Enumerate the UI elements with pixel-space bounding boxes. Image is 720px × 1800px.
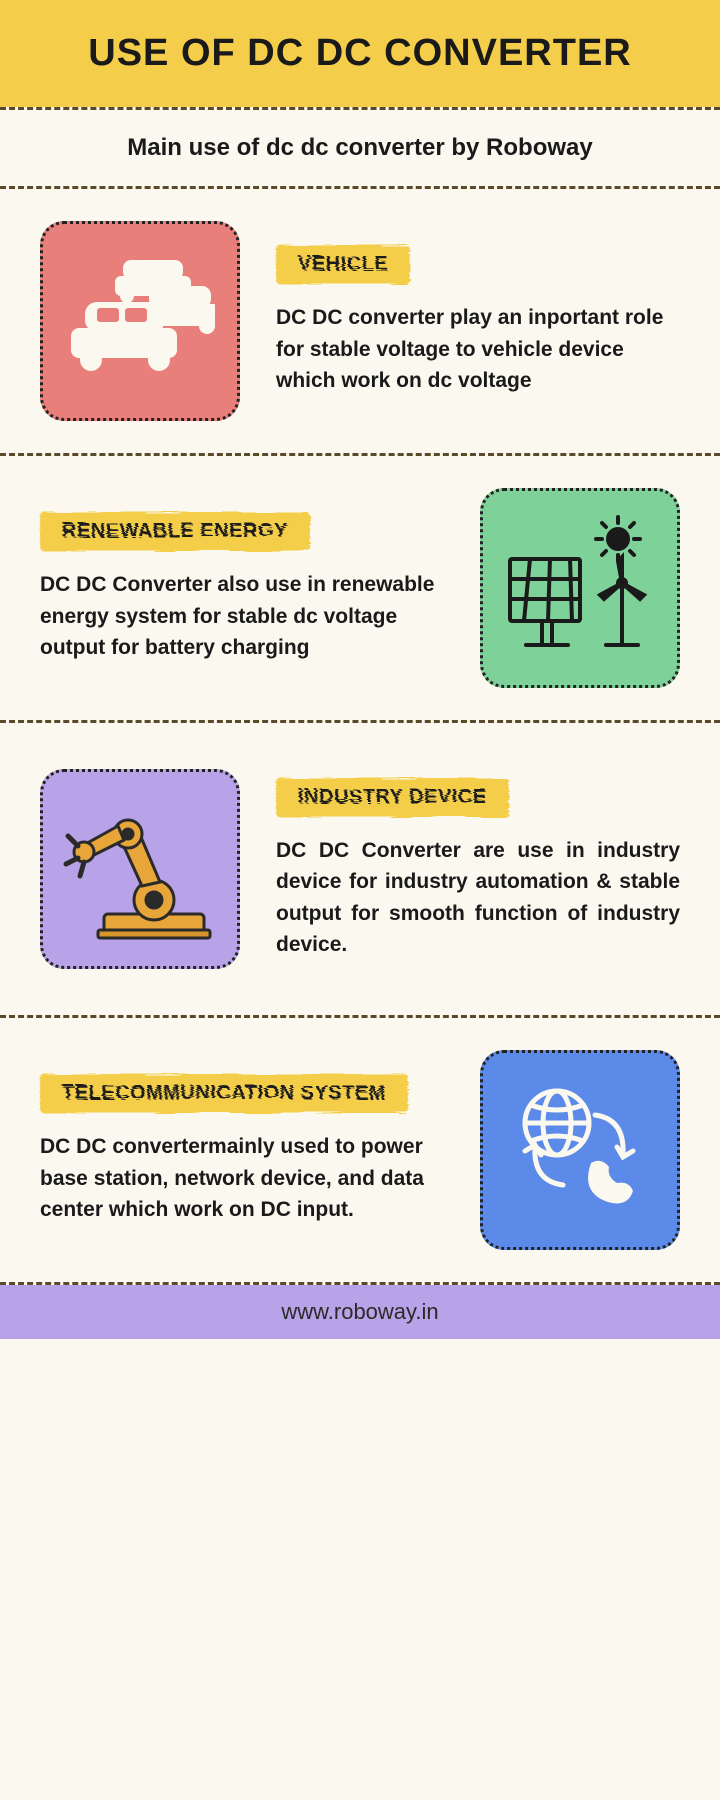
globe-phone-icon	[505, 1075, 655, 1225]
industry-icon-box	[40, 769, 240, 969]
telecom-icon-box	[480, 1050, 680, 1250]
renewable-label: RENEWABLE ENERGY	[40, 512, 310, 551]
telecom-label: TELECOMMUNICATION SYSTEM	[40, 1074, 408, 1113]
telecom-text: TELECOMMUNICATION SYSTEM DC DC converter…	[40, 1074, 444, 1226]
header-band: USE OF DC DC CONVERTER	[0, 0, 720, 107]
footer-band: www.roboway.in	[0, 1285, 720, 1339]
robot-arm-icon	[60, 794, 220, 944]
section-renewable: RENEWABLE ENERGY DC DC Converter also us…	[0, 456, 720, 720]
footer-url: www.roboway.in	[281, 1299, 438, 1324]
industry-text: INDUSTRY DEVICE DC DC Converter are use …	[276, 778, 680, 961]
main-title: USE OF DC DC CONVERTER	[20, 32, 700, 75]
telecom-desc: DC DC convertermainly used to power base…	[40, 1131, 444, 1226]
subtitle: Main use of dc dc converter by Roboway	[20, 134, 700, 162]
solar-wind-icon	[500, 513, 660, 663]
renewable-text: RENEWABLE ENERGY DC DC Converter also us…	[40, 512, 444, 664]
renewable-icon-box	[480, 488, 680, 688]
industry-desc: DC DC Converter are use in industry devi…	[276, 835, 680, 961]
vehicle-desc: DC DC converter play an inportant role f…	[276, 302, 680, 397]
section-telecom: TELECOMMUNICATION SYSTEM DC DC converter…	[0, 1018, 720, 1282]
section-vehicle: VEHICLE DC DC converter play an inportan…	[0, 189, 720, 453]
vehicle-label: VEHICLE	[276, 245, 410, 284]
vehicle-icon-box	[40, 221, 240, 421]
vehicle-text: VEHICLE DC DC converter play an inportan…	[276, 245, 680, 397]
subtitle-wrap: Main use of dc dc converter by Roboway	[0, 110, 720, 186]
cars-icon	[65, 256, 215, 386]
renewable-desc: DC DC Converter also use in renewable en…	[40, 569, 444, 664]
section-industry: INDUSTRY DEVICE DC DC Converter are use …	[0, 723, 720, 1015]
industry-label: INDUSTRY DEVICE	[276, 778, 509, 817]
